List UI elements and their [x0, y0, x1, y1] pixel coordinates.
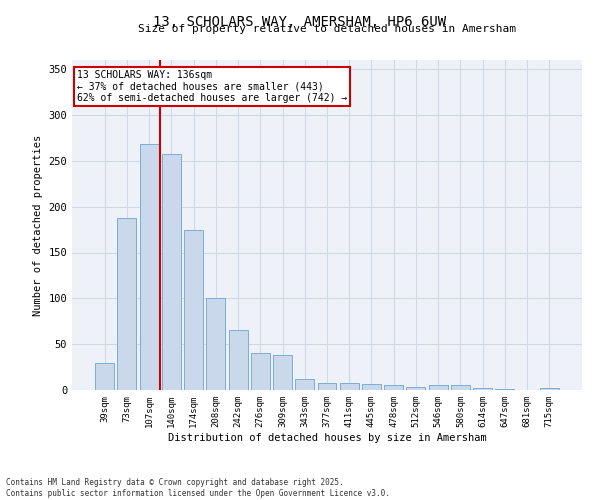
- Bar: [229, 330, 248, 390]
- Bar: [473, 388, 492, 390]
- Bar: [184, 230, 203, 390]
- Text: 13, SCHOLARS WAY, AMERSHAM, HP6 6UW: 13, SCHOLARS WAY, AMERSHAM, HP6 6UW: [154, 15, 446, 29]
- Bar: [362, 384, 381, 390]
- Bar: [95, 364, 114, 390]
- Bar: [162, 154, 181, 390]
- Bar: [273, 355, 292, 390]
- Bar: [384, 386, 403, 390]
- Bar: [140, 144, 158, 390]
- Y-axis label: Number of detached properties: Number of detached properties: [33, 134, 43, 316]
- Bar: [540, 388, 559, 390]
- Bar: [340, 382, 359, 390]
- Title: Size of property relative to detached houses in Amersham: Size of property relative to detached ho…: [138, 24, 516, 34]
- Bar: [451, 386, 470, 390]
- Text: 13 SCHOLARS WAY: 136sqm
← 37% of detached houses are smaller (443)
62% of semi-d: 13 SCHOLARS WAY: 136sqm ← 37% of detache…: [77, 70, 347, 103]
- Bar: [295, 379, 314, 390]
- Bar: [429, 386, 448, 390]
- Bar: [251, 354, 270, 390]
- Bar: [118, 218, 136, 390]
- Bar: [206, 298, 225, 390]
- X-axis label: Distribution of detached houses by size in Amersham: Distribution of detached houses by size …: [167, 432, 487, 442]
- Bar: [496, 389, 514, 390]
- Bar: [406, 387, 425, 390]
- Bar: [317, 382, 337, 390]
- Text: Contains HM Land Registry data © Crown copyright and database right 2025.
Contai: Contains HM Land Registry data © Crown c…: [6, 478, 390, 498]
